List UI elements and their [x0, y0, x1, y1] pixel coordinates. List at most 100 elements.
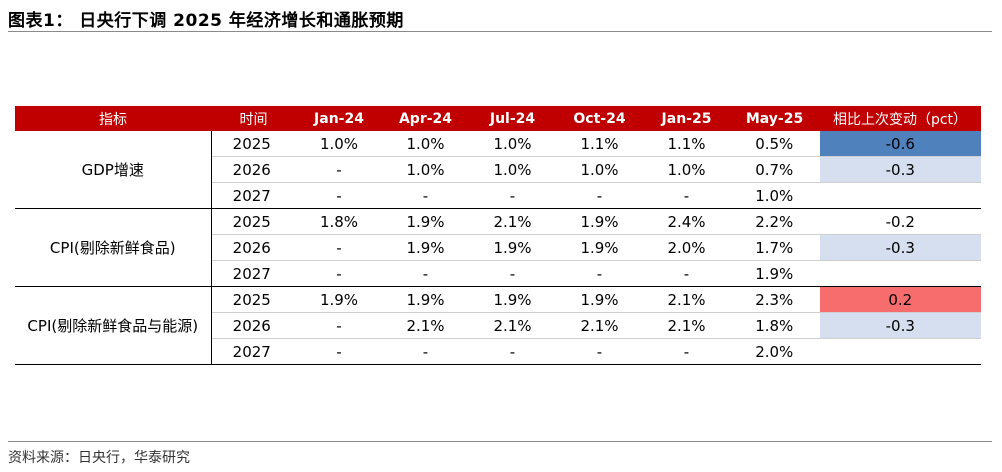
value-cell: 1.9% [296, 286, 382, 313]
value-cell: 0.5% [730, 131, 819, 157]
value-cell: 2.1% [469, 208, 556, 235]
value-cell: 1.9% [382, 208, 469, 235]
value-cell: 1.0% [382, 131, 469, 157]
table-row: CPI(剔除新鲜食品) 2025 1.8% 1.9% 2.1% 1.9% 2.4% 2.2% -… [15, 208, 981, 287]
year-cell: 2027 [211, 260, 296, 287]
table-row: GDP增速 2025 1.0% 1.0% 1.0% 1.1% 1.1% 0.5% -0.6 [15, 131, 981, 209]
header-jan-25: Jan-25 [643, 106, 730, 131]
change-cell [818, 260, 981, 287]
indicator-cell: CPI(剔除新鲜食品与能源) [15, 286, 212, 365]
year-cell: 2025 [211, 286, 296, 313]
value-cell: 2.4% [643, 208, 730, 235]
value-cell: 1.1% [643, 131, 730, 157]
year-cell: 2027 [211, 182, 296, 209]
header-jan-24: Jan-24 [296, 106, 382, 131]
value-cell: - [296, 156, 382, 183]
value-cell: 2.1% [382, 312, 469, 339]
year-cell: 2027 [211, 338, 296, 365]
value-cell: - [382, 338, 469, 365]
value-cell: - [469, 338, 556, 365]
title-divider [8, 31, 992, 32]
value-cell: - [556, 338, 643, 365]
table-row: 2026-2.1% 2.1% 2.1% 2.1% 1.8% -0.3 [15, 312, 981, 339]
table-row: 2027- - - - -1.9% [15, 260, 981, 287]
value-cell: - [556, 182, 643, 209]
year-cell: 2026 [211, 234, 296, 261]
year-cell: 2026 [211, 156, 296, 183]
value-cell: 1.9% [556, 286, 643, 313]
header-jul-24: Jul-24 [469, 106, 556, 131]
value-cell: 1.9% [469, 234, 556, 261]
table-row: 2026-1.9% 1.9% 1.9% 2.0% 1.7% -0.3 [15, 234, 981, 261]
value-cell: - [643, 260, 730, 287]
value-cell: 2.3% [730, 286, 819, 313]
change-cell: -0.3 [818, 312, 981, 339]
value-cell: - [643, 182, 730, 209]
value-cell: - [556, 260, 643, 287]
forecast-table: 指标 时间 Jan-24 Apr-24 Jul-24 Oct-24 Jan-25… [15, 106, 981, 365]
change-cell: -0.6 [818, 131, 981, 157]
table-row: 2027- - - - -2.0% [15, 338, 981, 365]
year-cell: 2026 [211, 312, 296, 339]
change-cell: -0.3 [818, 156, 981, 183]
table-header-row: 指标 时间 Jan-24 Apr-24 Jul-24 Oct-24 Jan-25… [15, 106, 981, 131]
value-cell: - [469, 260, 556, 287]
change-cell [818, 182, 981, 209]
table-body: GDP增速 2025 1.0% 1.0% 1.0% 1.1% 1.1% 0.5% -0.6 202… [15, 131, 981, 365]
value-cell: 1.8% [730, 312, 819, 339]
value-cell: 1.1% [556, 131, 643, 157]
figure-title: 图表1： 日央行下调 2025 年经济增长和通胀预期 [8, 11, 404, 31]
value-cell: 1.9% [556, 234, 643, 261]
value-cell: 2.1% [469, 312, 556, 339]
value-cell: 1.9% [730, 260, 819, 287]
value-cell: - [296, 312, 382, 339]
value-cell: 1.0% [382, 156, 469, 183]
value-cell: 1.8% [296, 208, 382, 235]
table-row: 2027- - - - -1.0% [15, 182, 981, 209]
value-cell: 2.0% [643, 234, 730, 261]
value-cell: 1.0% [730, 182, 819, 209]
value-cell: - [643, 338, 730, 365]
year-cell: 2025 [211, 131, 296, 157]
change-cell: 0.2 [818, 286, 981, 313]
change-cell [818, 338, 981, 365]
value-cell: - [296, 260, 382, 287]
header-time: 时间 [211, 106, 296, 131]
source-note: 资料来源：日央行，华泰研究 [8, 450, 190, 466]
change-cell: -0.2 [818, 208, 981, 235]
value-cell: 1.7% [730, 234, 819, 261]
table-row: CPI(剔除新鲜食品与能源) 2025 1.9% 1.9% 1.9% 1.9% 2.1% 2.… [15, 286, 981, 365]
value-cell: 1.9% [556, 208, 643, 235]
value-cell: 1.0% [556, 156, 643, 183]
value-cell: - [296, 338, 382, 365]
change-cell: -0.3 [818, 234, 981, 261]
header-indicator: 指标 [15, 106, 211, 131]
value-cell: 2.0% [730, 338, 819, 365]
value-cell: 1.9% [469, 286, 556, 313]
value-cell: 1.9% [382, 286, 469, 313]
value-cell: - [469, 182, 556, 209]
value-cell: - [382, 260, 469, 287]
value-cell: 1.0% [643, 156, 730, 183]
value-cell: 2.2% [730, 208, 819, 235]
header-change: 相比上次变动（pct） [819, 106, 981, 131]
header-apr-24: Apr-24 [382, 106, 469, 131]
table-row: 2026-1.0% 1.0% 1.0% 1.0% 0.7% -0.3 [15, 156, 981, 183]
indicator-cell: GDP增速 [15, 131, 212, 209]
value-cell: - [382, 182, 469, 209]
value-cell: 2.1% [643, 312, 730, 339]
value-cell: 1.9% [382, 234, 469, 261]
value-cell: 1.0% [296, 131, 382, 157]
value-cell: - [296, 234, 382, 261]
header-oct-24: Oct-24 [556, 106, 643, 131]
value-cell: 1.0% [469, 156, 556, 183]
value-cell: 2.1% [556, 312, 643, 339]
source-divider [8, 441, 992, 442]
value-cell: 0.7% [730, 156, 819, 183]
year-cell: 2025 [211, 208, 296, 235]
value-cell: - [296, 182, 382, 209]
header-may-25: May-25 [730, 106, 819, 131]
value-cell: 2.1% [643, 286, 730, 313]
value-cell: 1.0% [469, 131, 556, 157]
indicator-cell: CPI(剔除新鲜食品) [15, 208, 212, 287]
